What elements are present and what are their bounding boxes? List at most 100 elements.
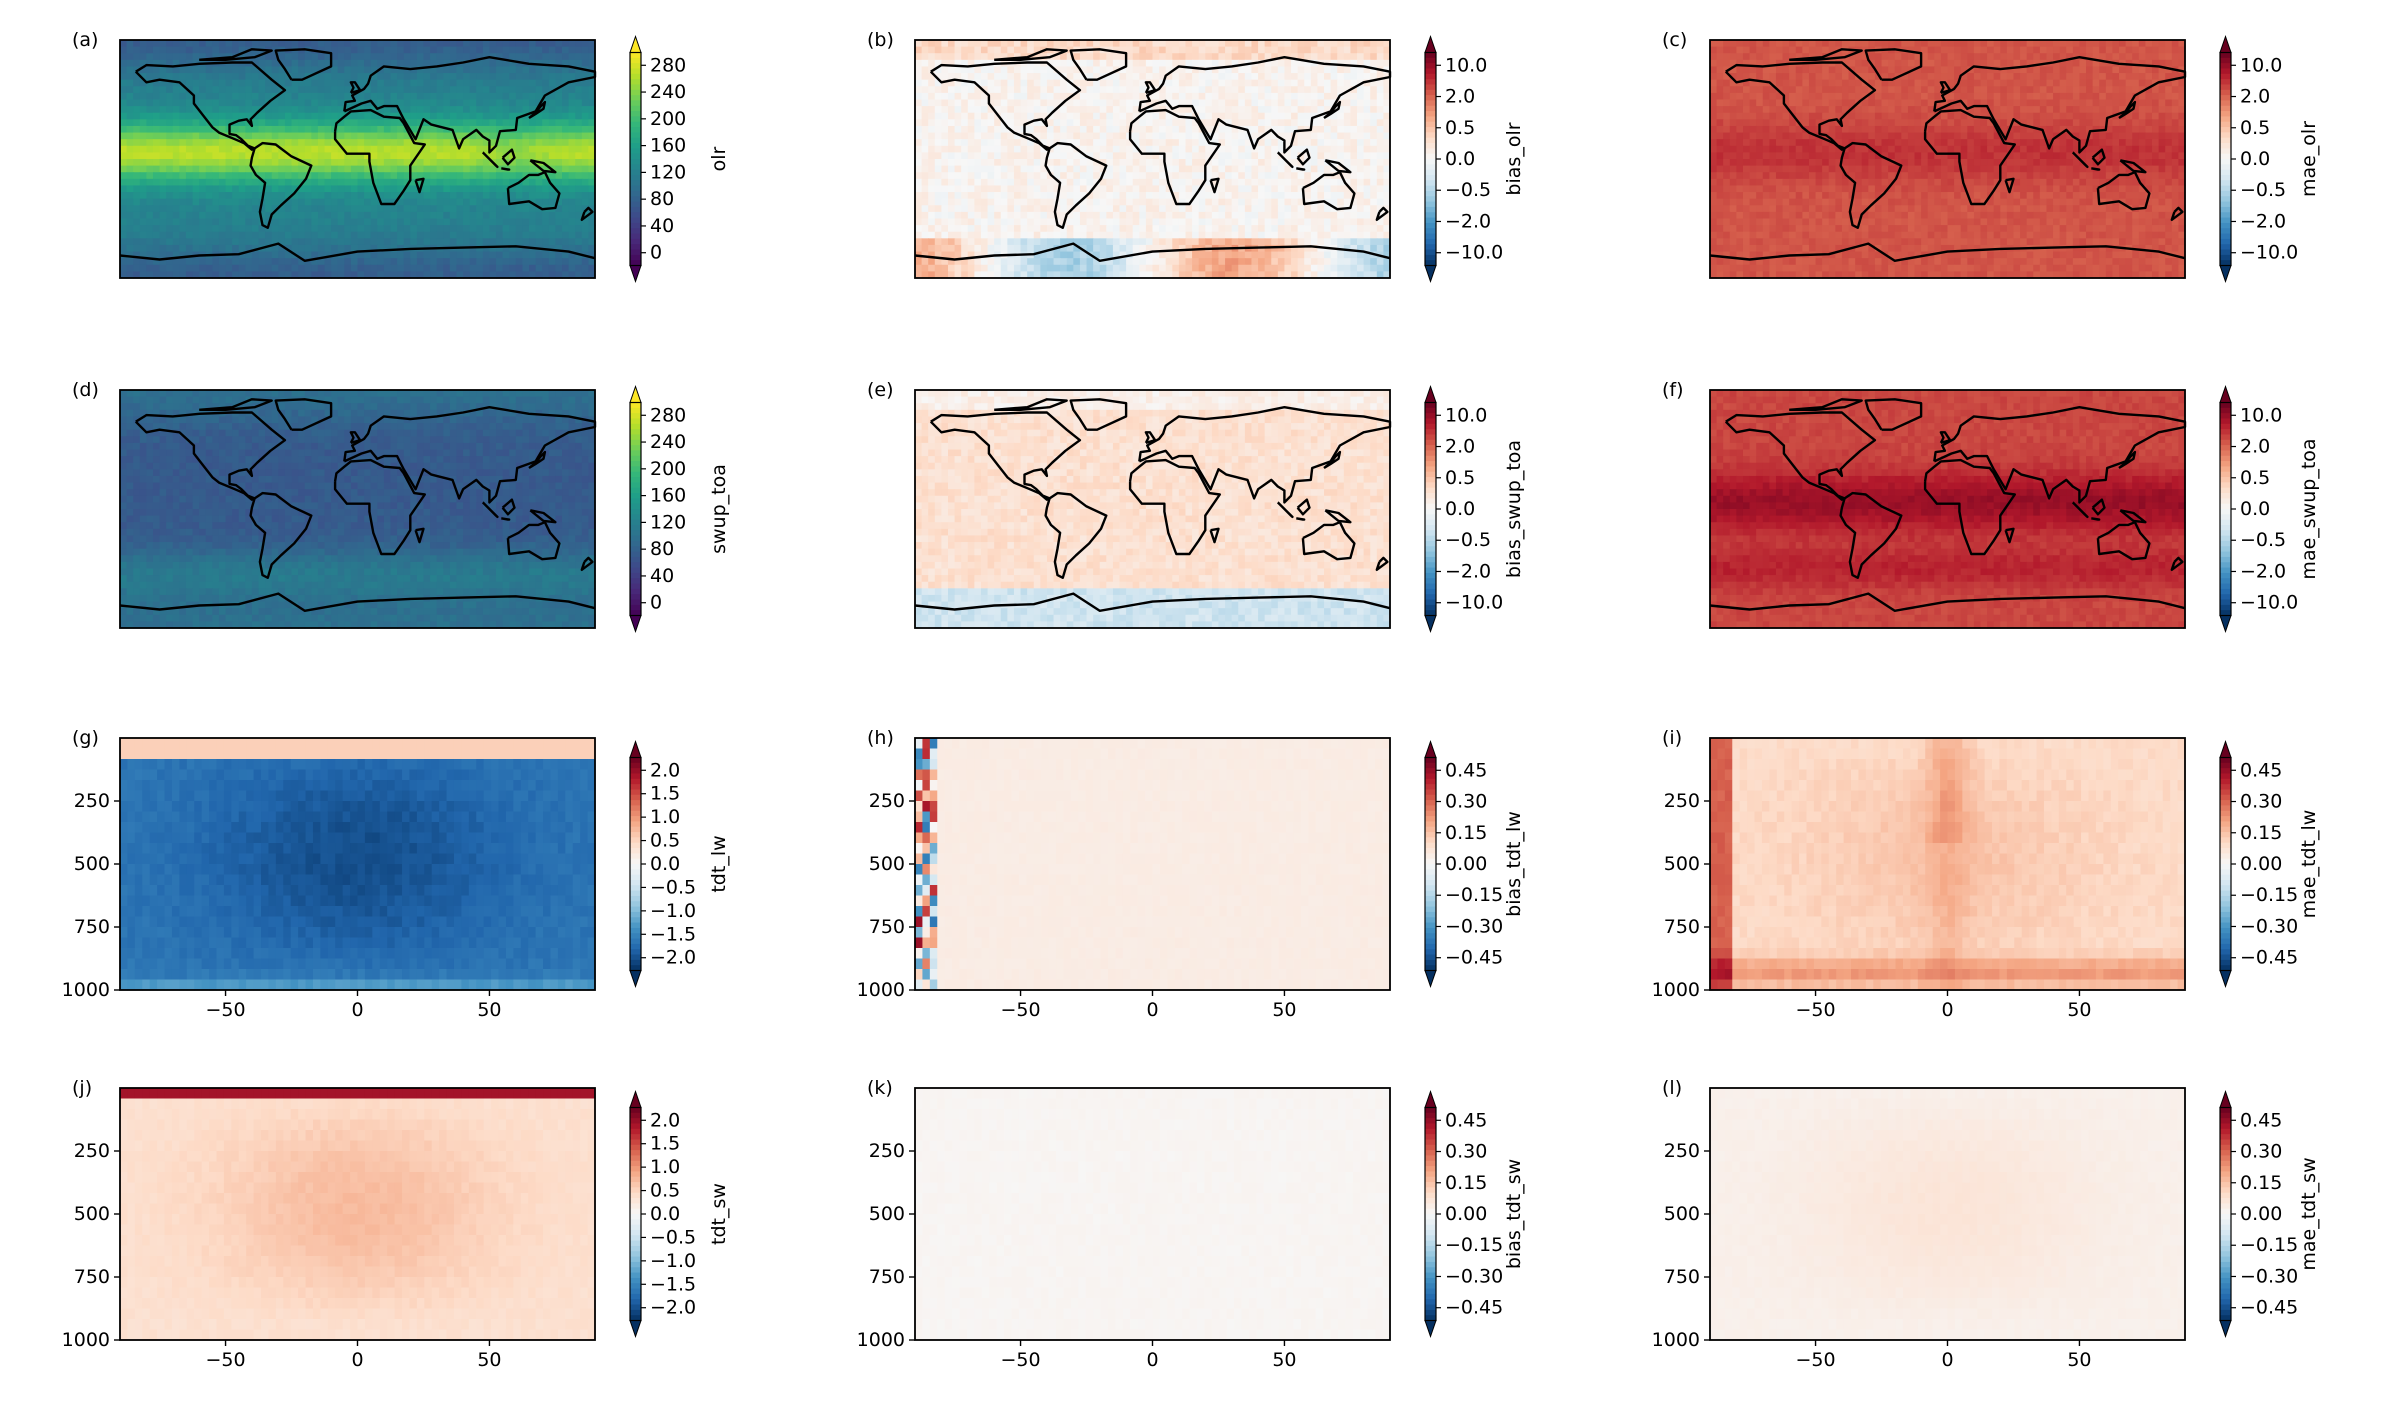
heatmap-cell: [259, 238, 266, 245]
heatmap-cell: [1120, 192, 1127, 199]
heatmap-cell: [305, 265, 312, 272]
heatmap-cell: [120, 60, 127, 67]
heatmap-cell: [193, 133, 200, 140]
heatmap-cell: [1364, 53, 1371, 60]
heatmap-cell: [120, 73, 127, 80]
heatmap-cell: [1298, 119, 1305, 126]
heatmap-cell: [1007, 232, 1014, 239]
heatmap-cell: [212, 185, 219, 192]
heatmap-cell: [483, 47, 490, 54]
heatmap-cell: [173, 146, 180, 153]
heatmap-cell: [397, 139, 404, 146]
heatmap-cell: [1014, 66, 1021, 73]
heatmap-cell: [1073, 225, 1080, 232]
heatmap-cell: [390, 238, 397, 245]
heatmap-cell: [377, 212, 384, 219]
heatmap-cell: [1166, 238, 1173, 245]
heatmap-cell: [252, 205, 259, 212]
heatmap-cell: [127, 152, 134, 159]
heatmap-cell: [1218, 159, 1225, 166]
heatmap-cell: [1073, 119, 1080, 126]
heatmap-cell: [1120, 139, 1127, 146]
heatmap-cell: [160, 166, 167, 173]
heatmap-cell: [955, 86, 962, 93]
heatmap-cell: [133, 40, 140, 47]
heatmap-cell: [186, 119, 193, 126]
heatmap-cell: [1001, 185, 1008, 192]
heatmap-cell: [325, 258, 332, 265]
heatmap-cell: [922, 146, 929, 153]
heatmap-cell: [351, 40, 358, 47]
heatmap-cell: [915, 152, 922, 159]
heatmap-cell: [364, 66, 371, 73]
heatmap-cell: [179, 66, 186, 73]
heatmap-cell: [298, 232, 305, 239]
heatmap-cell: [232, 106, 239, 113]
heatmap-cell: [450, 106, 457, 113]
heatmap-cell: [1021, 205, 1028, 212]
heatmap-cell: [1199, 152, 1206, 159]
heatmap-cell: [1357, 146, 1364, 153]
heatmap-cell: [562, 265, 569, 272]
heatmap-cell: [1087, 179, 1094, 186]
heatmap-cell: [331, 265, 338, 272]
heatmap-cell: [1185, 40, 1192, 47]
heatmap-cell: [555, 139, 562, 146]
heatmap-cell: [1291, 80, 1298, 87]
heatmap-cells: [120, 40, 596, 279]
heatmap-cell: [371, 60, 378, 67]
heatmap-cell: [140, 86, 147, 93]
heatmap-cell: [981, 238, 988, 245]
heatmap-cell: [483, 185, 490, 192]
heatmap-cell: [1047, 225, 1054, 232]
heatmap-cell: [456, 159, 463, 166]
heatmap-cell: [562, 159, 569, 166]
heatmap-cell: [423, 126, 430, 133]
heatmap-cell: [1080, 179, 1087, 186]
heatmap-cell: [226, 113, 233, 120]
heatmap-cell: [140, 179, 147, 186]
heatmap-cell: [146, 185, 153, 192]
heatmap-cell: [470, 219, 477, 226]
heatmap-cell: [915, 93, 922, 100]
heatmap-cell: [1133, 60, 1140, 67]
heatmap-cell: [994, 40, 1001, 47]
heatmap-cell: [522, 126, 529, 133]
heatmap-cell: [305, 106, 312, 113]
heatmap-cell: [298, 199, 305, 206]
heatmap-cell: [1298, 47, 1305, 54]
heatmap-cell: [1298, 238, 1305, 245]
heatmap-cell: [265, 166, 272, 173]
heatmap-cell: [955, 238, 962, 245]
heatmap-cell: [1106, 166, 1113, 173]
heatmap-cell: [1304, 47, 1311, 54]
heatmap-cell: [456, 73, 463, 80]
heatmap-cell: [1133, 126, 1140, 133]
heatmap-cell: [562, 166, 569, 173]
heatmap-cell: [1153, 40, 1160, 47]
heatmap-cell: [496, 238, 503, 245]
heatmap-cell: [245, 133, 252, 140]
heatmap-cell: [206, 258, 213, 265]
heatmap-cell: [1212, 225, 1219, 232]
heatmap-cell: [377, 205, 384, 212]
heatmap-cell: [1113, 238, 1120, 245]
heatmap-cell: [456, 238, 463, 245]
heatmap-cell: [928, 106, 935, 113]
heatmap-cell: [1054, 60, 1061, 67]
heatmap-cell: [1179, 139, 1186, 146]
heatmap-cell: [450, 73, 457, 80]
heatmap-cell: [127, 60, 134, 67]
heatmap-cell: [285, 159, 292, 166]
heatmap-cell: [437, 199, 444, 206]
heatmap-cell: [1001, 219, 1008, 226]
heatmap-cell: [483, 219, 490, 226]
heatmap-cell: [186, 152, 193, 159]
heatmap-cell: [1159, 139, 1166, 146]
heatmap-cell: [173, 100, 180, 107]
heatmap-cell: [1106, 219, 1113, 226]
heatmap-cell: [974, 40, 981, 47]
heatmap-cell: [1027, 80, 1034, 87]
heatmap-cell: [417, 219, 424, 226]
heatmap-cell: [1218, 126, 1225, 133]
